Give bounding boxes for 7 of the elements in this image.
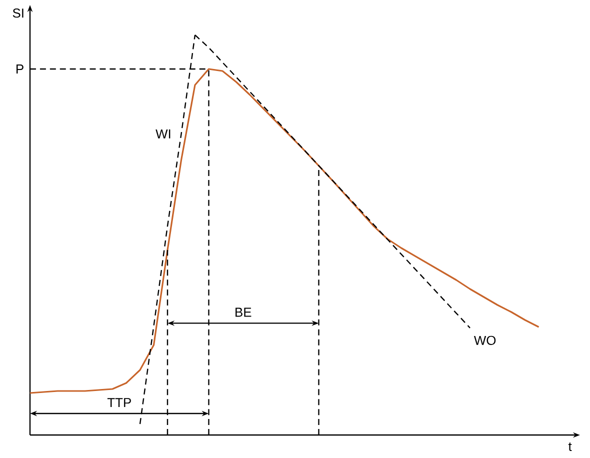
series-label: P [16, 64, 24, 74]
y-axis-title: SI [12, 8, 24, 18]
x-axis-title: t [568, 442, 572, 451]
annotation: TTP [107, 398, 131, 407]
series-label: WI [156, 129, 170, 138]
annotation: BE [236, 308, 252, 317]
series-label: WO [474, 336, 496, 345]
